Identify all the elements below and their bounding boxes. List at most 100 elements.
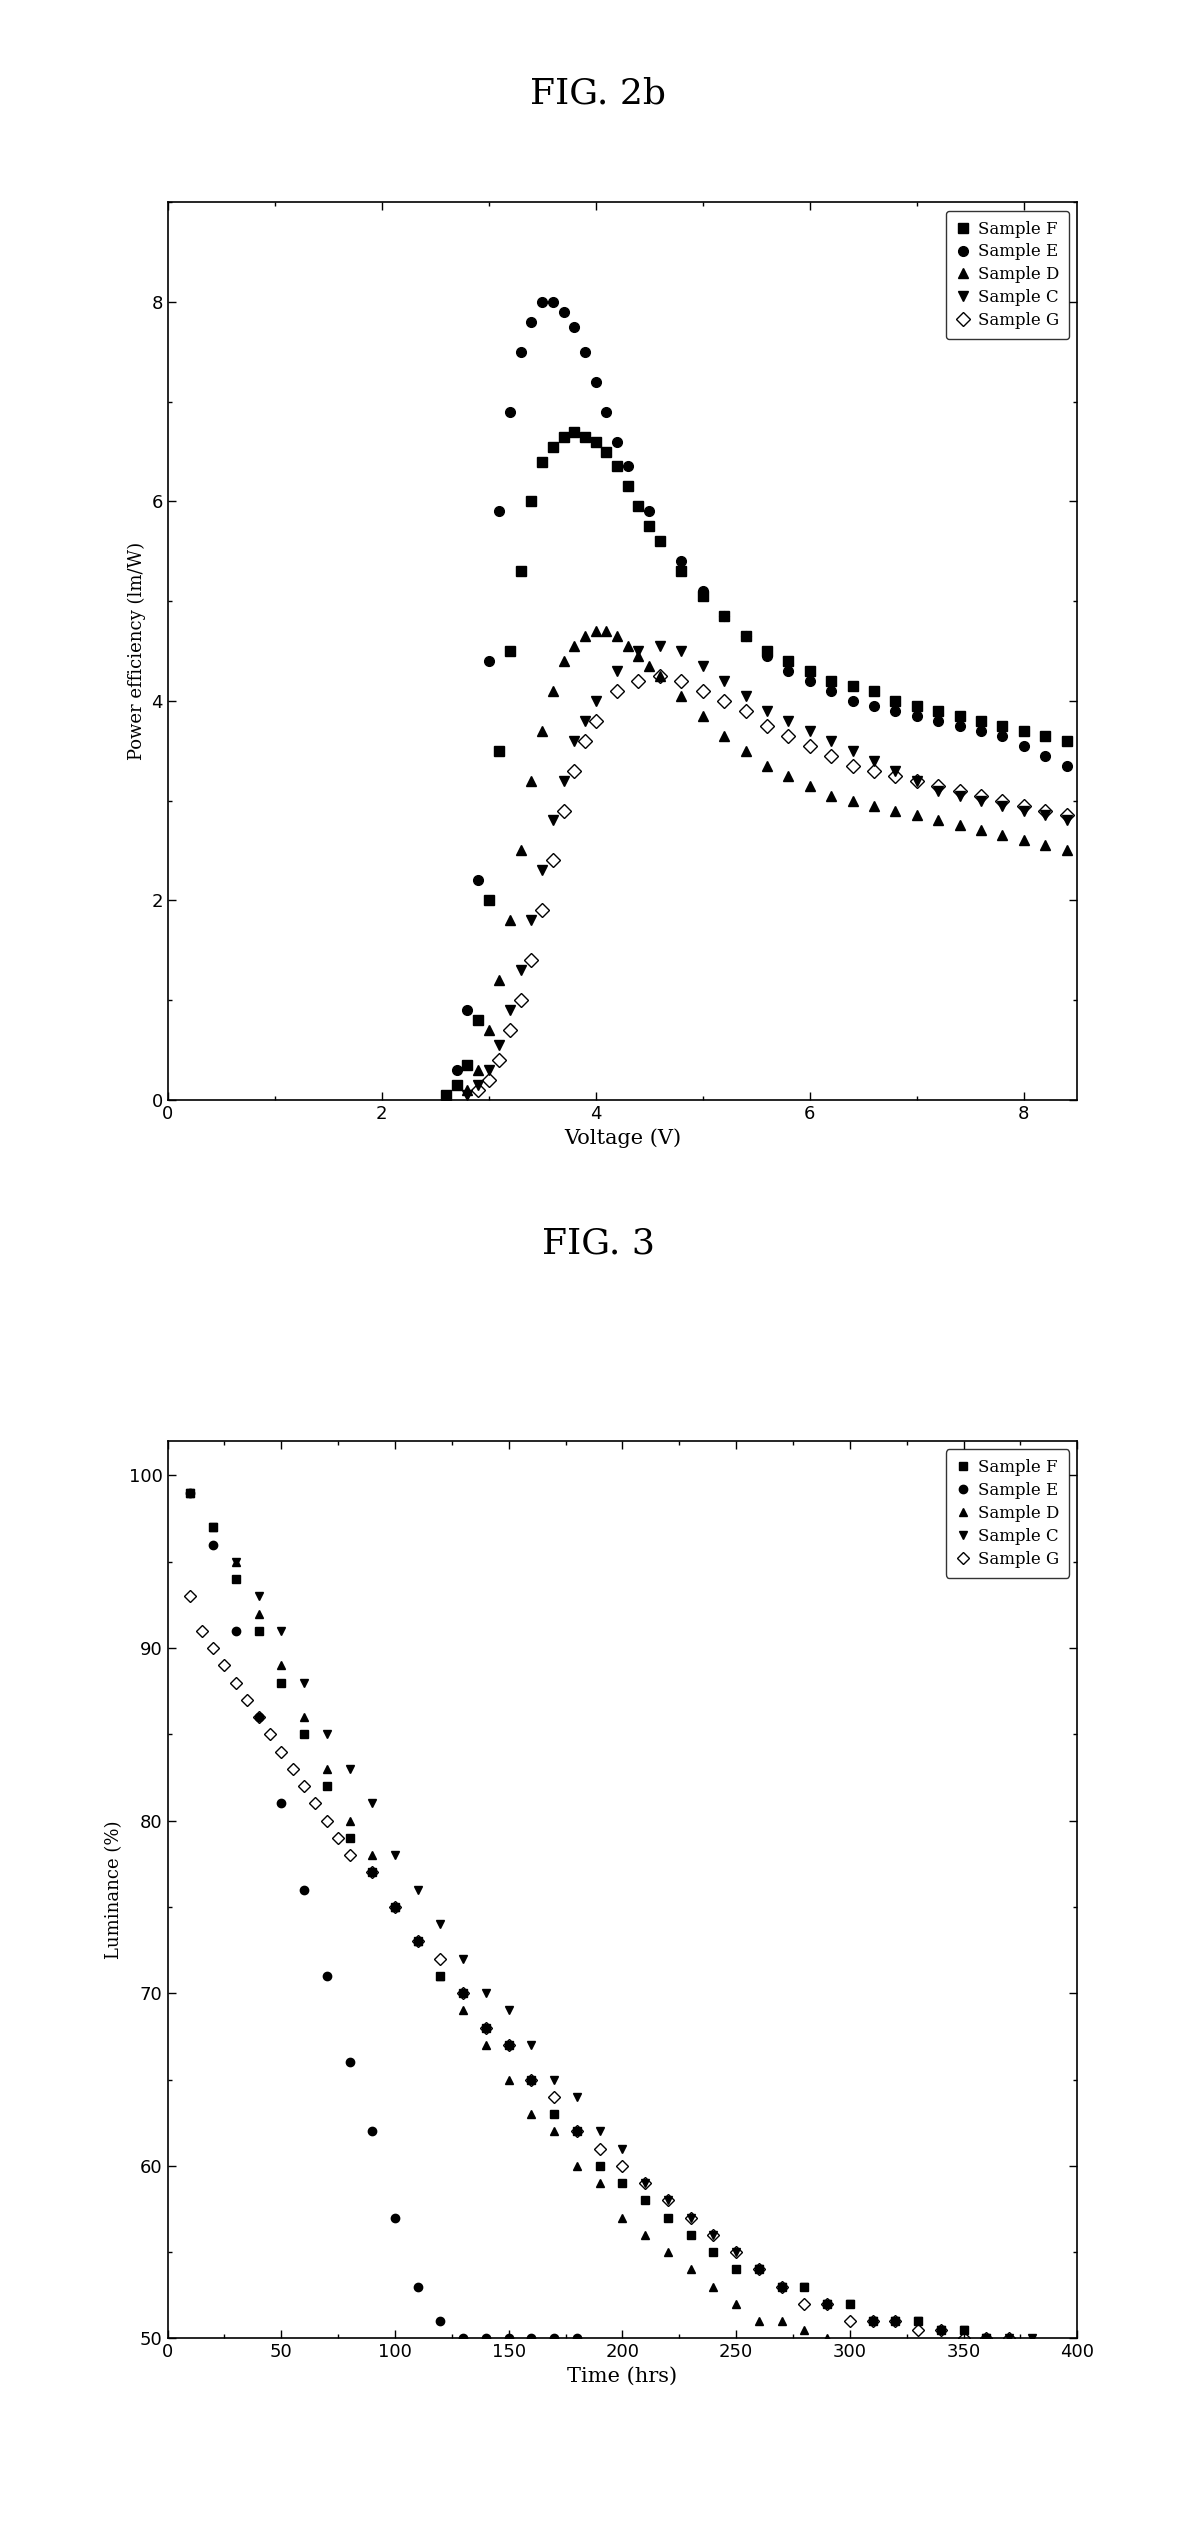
Sample D [524, 766, 539, 796]
Sample G [706, 2220, 721, 2250]
Text: FIG. 2b: FIG. 2b [530, 76, 667, 111]
Sample E [1059, 751, 1074, 781]
Sample C [797, 2273, 812, 2303]
Sample D [995, 819, 1009, 849]
Sample C [251, 1580, 266, 1610]
Line: Sample D: Sample D [187, 1489, 831, 2343]
Sample G [567, 756, 582, 786]
Sample E [524, 306, 539, 336]
Sample C [297, 1668, 311, 1699]
Sample G [760, 710, 774, 741]
Sample D [797, 2316, 812, 2346]
Sample D [593, 2169, 607, 2199]
Sample F [514, 556, 528, 586]
Sample F [631, 490, 645, 521]
Sample C [760, 695, 774, 726]
Line: Sample F: Sample F [440, 427, 1071, 1100]
Sample D [610, 622, 625, 652]
Sample D [615, 2202, 630, 2232]
X-axis label: Time (hrs): Time (hrs) [567, 2366, 678, 2386]
Sample F [661, 2202, 675, 2232]
Sample F [1059, 726, 1074, 756]
Sample E [492, 495, 506, 526]
Sample D [820, 2323, 834, 2354]
Sample D [470, 1054, 485, 1085]
Sample C [979, 2323, 994, 2354]
Sample G [638, 2169, 652, 2199]
Sample E [674, 546, 688, 576]
Sample E [546, 286, 560, 316]
Sample E [995, 720, 1009, 751]
Sample F [752, 2255, 766, 2285]
Sample C [535, 854, 549, 885]
Sample C [956, 2316, 971, 2346]
Sample G [979, 2323, 994, 2354]
Sample G [631, 665, 645, 695]
Sample D [229, 1547, 243, 1577]
Sample G [995, 786, 1009, 817]
Sample D [570, 2151, 584, 2182]
Sample E [502, 2323, 516, 2354]
Sample D [479, 2030, 493, 2060]
Sample E [481, 645, 496, 675]
Sample E [411, 2273, 425, 2303]
Sample F [503, 637, 517, 667]
Sample E [449, 1054, 463, 1085]
Sample F [824, 665, 838, 695]
Sample G [820, 2288, 834, 2318]
Sample C [652, 632, 667, 662]
Sample E [365, 2116, 379, 2146]
Sample G [492, 1044, 506, 1074]
Sample E [470, 865, 485, 895]
Sample D [492, 966, 506, 996]
Sample C [867, 746, 881, 776]
Sample D [642, 650, 656, 680]
Sample G [411, 1926, 425, 1957]
Sample D [782, 761, 796, 791]
Sample C [910, 766, 924, 796]
Sample F [739, 622, 753, 652]
Sample F [979, 2323, 994, 2354]
Sample G [285, 1754, 299, 1785]
Sample D [845, 786, 859, 817]
Sample F [888, 2306, 903, 2336]
Sample C [503, 996, 517, 1026]
Sample F [652, 526, 667, 556]
Sample E [888, 695, 903, 726]
Sample F [729, 2255, 743, 2285]
Sample C [717, 665, 731, 695]
Sample F [593, 2151, 607, 2182]
Sample G [470, 1074, 485, 1105]
Sample F [774, 2273, 789, 2303]
Sample G [610, 675, 625, 705]
Sample F [953, 700, 967, 731]
Sample F [365, 1858, 379, 1888]
Sample G [934, 2316, 948, 2346]
Sample F [433, 1962, 448, 1992]
Sample F [524, 2065, 539, 2096]
Sample G [865, 2306, 880, 2336]
Sample G [1016, 791, 1031, 822]
Sample F [802, 655, 816, 685]
Sample G [729, 2237, 743, 2268]
Sample C [1059, 806, 1074, 837]
Sample D [557, 645, 571, 675]
Sample C [479, 1977, 493, 2007]
Sample F [251, 1615, 266, 1646]
Line: Sample E: Sample E [187, 1489, 581, 2343]
Line: Sample E: Sample E [451, 298, 1071, 1074]
Sample F [460, 1049, 474, 1079]
Sample F [910, 690, 924, 720]
Sample D [824, 781, 838, 811]
X-axis label: Voltage (V): Voltage (V) [564, 1127, 681, 1148]
Sample C [411, 1876, 425, 1906]
Sample E [620, 453, 634, 483]
Sample D [411, 1926, 425, 1957]
Sample C [433, 1909, 448, 1939]
Sample G [239, 1684, 254, 1714]
Sample C [865, 2306, 880, 2336]
Sample C [524, 2030, 539, 2060]
Sample C [974, 786, 989, 817]
Sample C [492, 1029, 506, 1059]
Sample F [320, 1772, 334, 1802]
